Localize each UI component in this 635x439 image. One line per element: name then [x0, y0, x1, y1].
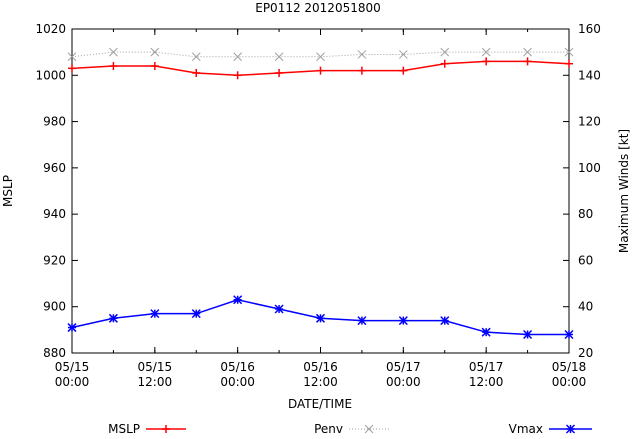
point-penv: [109, 47, 118, 57]
x-tick-label: 05/16: [220, 360, 255, 374]
point-penv: [316, 52, 325, 62]
point-vmax: [440, 316, 450, 326]
x-axis: 05/1500:0005/1512:0005/1600:0005/1612:00…: [55, 29, 587, 389]
point-vmax: [315, 313, 326, 323]
point-penv: [564, 47, 574, 57]
point-vmax: [108, 313, 118, 323]
chart-title: EP0112 2012051800: [255, 1, 381, 15]
point-penv: [233, 52, 243, 62]
legend-marker-penv: [364, 424, 374, 434]
point-penv: [191, 52, 201, 62]
series-mslp: [68, 57, 573, 80]
x-tick-label: 05/15: [55, 360, 90, 374]
point-penv: [398, 50, 408, 59]
point-vmax: [274, 304, 284, 314]
y2-tick-label: 60: [578, 253, 593, 267]
x-tick-label: 05/16: [303, 360, 338, 374]
y-tick-label: 920: [43, 253, 66, 267]
y-axis-label: MSLP: [1, 175, 15, 207]
point-vmax: [67, 323, 77, 333]
x-tick-label: 12:00: [303, 375, 338, 389]
x-tick-label: 05/17: [469, 360, 504, 374]
y-tick-label: 940: [43, 207, 66, 221]
point-vmax: [357, 316, 367, 326]
y2-axis-label: Maximum Winds [kt]: [617, 129, 631, 253]
x-tick-label: 12:00: [469, 375, 504, 389]
x-tick-label: 00:00: [55, 375, 90, 389]
y2-axis: 20 40 60 80 100 120 140 160: [563, 22, 601, 360]
point-penv: [357, 50, 367, 59]
x-tick-label: 00:00: [386, 375, 421, 389]
y-tick-label: 880: [43, 346, 66, 360]
x-tick-label: 00:00: [220, 375, 255, 389]
series-layer: [67, 47, 574, 340]
x-tick-label: 05/17: [386, 360, 421, 374]
legend-label-vmax: Vmax: [509, 422, 543, 436]
y-tick-label: 900: [43, 300, 66, 314]
x-tick-label: 05/18: [552, 360, 587, 374]
x-tick-label: 00:00: [552, 375, 587, 389]
point-penv: [440, 47, 450, 57]
point-vmax: [481, 327, 491, 337]
point-penv: [523, 47, 532, 57]
y-tick-label: 1000: [35, 68, 66, 82]
point-vmax: [564, 329, 574, 340]
legend-label-penv: Penv: [314, 422, 343, 436]
y-tick-label: 960: [43, 161, 66, 175]
point-penv: [67, 52, 77, 62]
legend: MSLP Penv Vmax: [108, 422, 592, 436]
x-axis-label: DATE/TIME: [288, 397, 352, 411]
point-vmax: [233, 295, 243, 305]
x-tick-label: 12:00: [138, 375, 173, 389]
point-vmax: [191, 309, 201, 319]
point-penv: [274, 52, 284, 62]
y2-tick-label: 140: [578, 68, 601, 82]
point-vmax: [398, 316, 408, 326]
y2-tick-label: 80: [578, 207, 593, 221]
y2-tick-label: 120: [578, 115, 601, 129]
point-penv: [481, 47, 491, 57]
x-tick-label: 05/15: [138, 360, 173, 374]
y-axis: 880 900 920 940 960 980 1000 1020: [35, 22, 78, 360]
series-vmax: [67, 295, 574, 340]
series-penv: [67, 47, 574, 62]
y2-tick-label: 20: [578, 346, 593, 360]
legend-label-mslp: MSLP: [108, 422, 140, 436]
plot-area: [71, 28, 570, 354]
y2-tick-label: 160: [578, 22, 601, 36]
legend-marker-vmax: [565, 424, 576, 434]
y2-tick-label: 100: [578, 161, 601, 175]
point-vmax: [150, 309, 160, 319]
point-penv: [150, 47, 160, 57]
point-vmax: [523, 329, 533, 340]
y-tick-label: 1020: [35, 22, 66, 36]
y2-tick-label: 40: [578, 300, 593, 314]
y-tick-label: 980: [43, 115, 66, 129]
